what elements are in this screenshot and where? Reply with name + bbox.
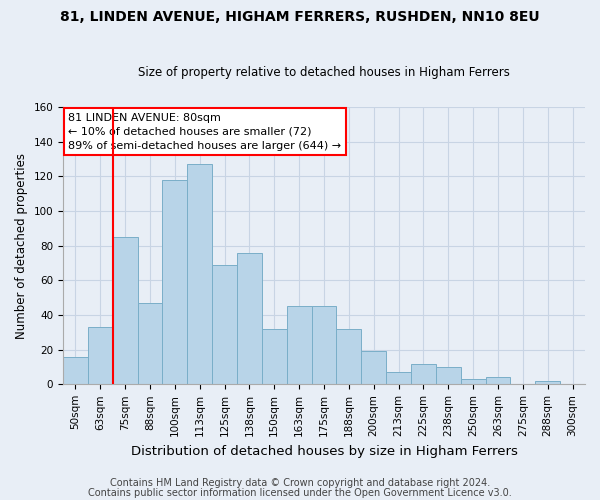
Bar <box>137 303 163 384</box>
Bar <box>163 180 187 384</box>
Bar <box>485 378 511 384</box>
Text: 81, LINDEN AVENUE, HIGHAM FERRERS, RUSHDEN, NN10 8EU: 81, LINDEN AVENUE, HIGHAM FERRERS, RUSHD… <box>60 10 540 24</box>
Bar <box>187 164 212 384</box>
Bar <box>212 264 237 384</box>
Bar <box>287 306 311 384</box>
Bar <box>311 306 337 384</box>
Y-axis label: Number of detached properties: Number of detached properties <box>15 152 28 338</box>
Bar <box>535 381 560 384</box>
Bar <box>337 329 361 384</box>
Bar <box>262 329 287 384</box>
X-axis label: Distribution of detached houses by size in Higham Ferrers: Distribution of detached houses by size … <box>131 444 517 458</box>
Text: 81 LINDEN AVENUE: 80sqm
← 10% of detached houses are smaller (72)
89% of semi-de: 81 LINDEN AVENUE: 80sqm ← 10% of detache… <box>68 112 341 150</box>
Text: Contains HM Land Registry data © Crown copyright and database right 2024.: Contains HM Land Registry data © Crown c… <box>110 478 490 488</box>
Bar <box>436 367 461 384</box>
Bar <box>88 327 113 384</box>
Bar <box>461 379 485 384</box>
Title: Size of property relative to detached houses in Higham Ferrers: Size of property relative to detached ho… <box>138 66 510 80</box>
Bar <box>386 372 411 384</box>
Bar <box>237 252 262 384</box>
Bar <box>113 237 137 384</box>
Text: Contains public sector information licensed under the Open Government Licence v3: Contains public sector information licen… <box>88 488 512 498</box>
Bar <box>63 356 88 384</box>
Bar <box>411 364 436 384</box>
Bar <box>361 352 386 384</box>
